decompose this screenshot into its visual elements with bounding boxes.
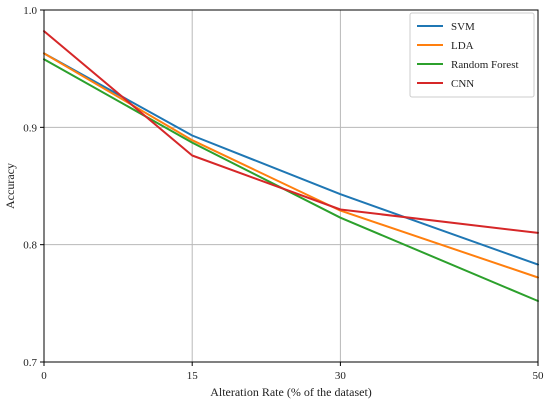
legend-box: [409, 12, 535, 98]
legend-label-svm: SVM: [451, 21, 475, 33]
legend-label-cnn: CNN: [451, 78, 474, 90]
x-tick-label: 0: [41, 370, 47, 382]
series-line-cnn: [43, 30, 539, 234]
y-tick-label: 0.9: [23, 122, 37, 134]
x-tick-label: 50: [533, 370, 545, 382]
series-line-random-forest: [43, 58, 539, 302]
y-tick-label: 1.0: [23, 5, 37, 17]
y-tick-label: 0.8: [23, 240, 37, 252]
legend-label-lda: LDA: [451, 40, 474, 52]
series-lines: [43, 30, 539, 302]
legend: SVM LDA Random Forest CNN: [409, 12, 535, 98]
axis-ticks: 0 15 30 50 0.7 0.8 0.9 1.0: [23, 5, 544, 382]
y-tick-label: 0.7: [23, 357, 37, 369]
plot-frame: [43, 9, 539, 363]
legend-label-random-forest: Random Forest: [451, 59, 519, 71]
x-axis-label: Alteration Rate (% of the dataset): [210, 385, 372, 399]
x-tick-label: 15: [187, 370, 199, 382]
x-tick-label: 30: [335, 370, 347, 382]
y-axis-label: Accuracy: [3, 163, 17, 209]
series-line-lda: [43, 52, 539, 279]
